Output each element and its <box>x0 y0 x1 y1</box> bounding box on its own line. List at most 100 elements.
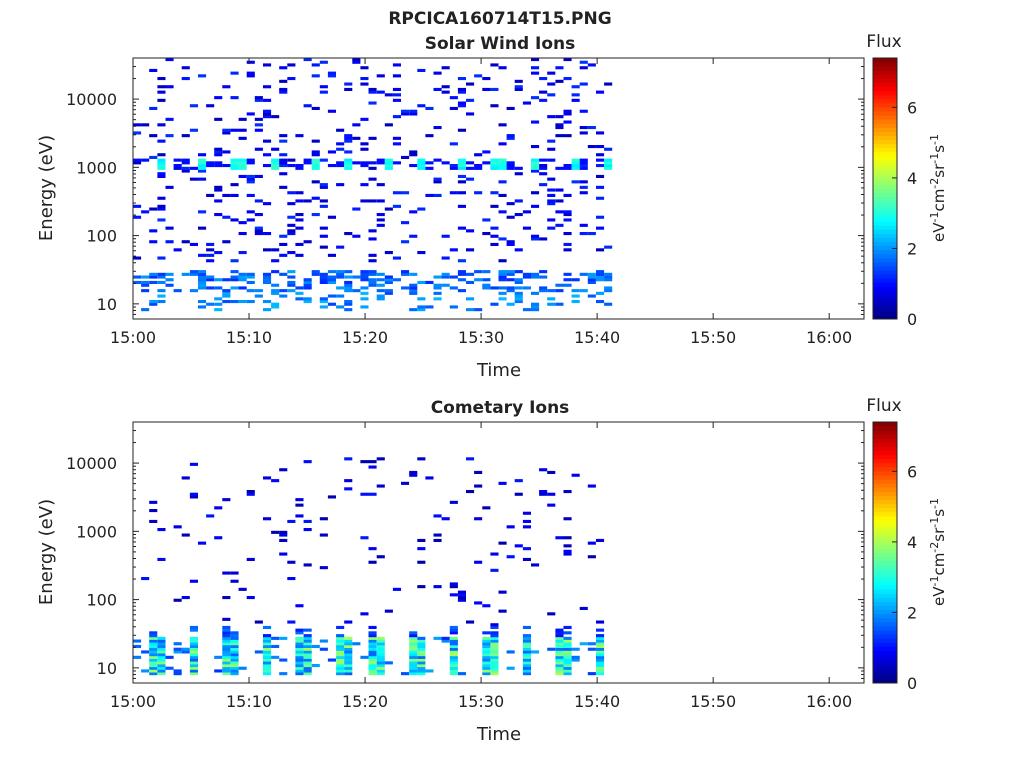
y-tick-label: 1000 <box>76 158 117 177</box>
spectrogram-cell <box>336 666 345 670</box>
spectrogram-cell <box>376 90 385 94</box>
spectrogram-cell <box>263 639 272 643</box>
colorbar-title: Flux <box>866 396 901 416</box>
spectrogram-cell <box>401 672 410 676</box>
spectrogram-cell <box>319 647 328 651</box>
spectrogram-cell <box>498 291 507 295</box>
spectrogram-cell <box>214 150 223 154</box>
colorbar-segment <box>873 556 897 562</box>
colorbar-segment <box>873 94 897 100</box>
spectrogram-cell <box>263 666 272 670</box>
spectrogram-cell <box>531 191 540 195</box>
spectrogram-cell <box>263 85 272 89</box>
spectrogram-cell <box>230 658 239 662</box>
spectrogram-cell <box>360 655 369 659</box>
spectrogram-cell <box>563 218 572 222</box>
colorbar-segment <box>873 86 897 92</box>
spectrogram-cell <box>360 460 369 464</box>
spectrogram-cell <box>417 653 426 657</box>
spectrogram-cell <box>279 87 288 91</box>
spectrogram-cell <box>157 204 166 208</box>
spectrogram-cell <box>376 297 385 301</box>
spectrogram-cell <box>295 166 304 170</box>
spectrogram-cell <box>571 294 580 298</box>
spectrogram-cells <box>133 58 613 312</box>
spectrogram-cell <box>425 280 434 284</box>
spectrogram-cell <box>409 153 418 157</box>
colorbar-segment <box>873 617 897 623</box>
spectrogram-cell <box>466 308 475 312</box>
spectrogram-cell <box>571 180 580 184</box>
spectrogram-cell <box>230 672 239 676</box>
spectrogram-cell <box>206 164 215 168</box>
spectrogram-cell <box>319 185 328 189</box>
spectrogram-cell <box>490 568 499 572</box>
spectrogram-cell <box>539 286 548 290</box>
spectrogram-cell <box>531 650 540 654</box>
colorbar-segment <box>873 151 897 157</box>
spectrogram-cell <box>149 68 158 72</box>
spectrogram-cell <box>295 669 304 673</box>
spectrogram-cell <box>254 289 263 293</box>
spectrogram-cell <box>417 297 426 301</box>
spectrogram-cell <box>417 164 426 168</box>
spectrogram-cell <box>368 229 377 233</box>
spectrogram-cell <box>441 161 450 165</box>
spectrogram-cell <box>254 650 263 654</box>
colorbar-segment <box>873 188 897 194</box>
spectrogram-cell <box>409 631 418 635</box>
spectrogram-cell <box>482 661 491 665</box>
x-tick-label: 15:10 <box>226 328 272 347</box>
colorbar-segment <box>873 270 897 275</box>
spectrogram-cell <box>555 536 564 540</box>
spectrogram-cell <box>238 666 247 670</box>
spectrogram-cell <box>498 297 507 301</box>
spectrogram-cell <box>352 136 361 140</box>
spectrogram-cell <box>368 253 377 257</box>
spectrogram-cell <box>303 199 312 203</box>
spectrogram-cell <box>295 503 304 507</box>
spectrogram-cell <box>555 283 564 287</box>
spectrogram-cell <box>392 256 401 260</box>
spectrogram-cell <box>522 661 531 665</box>
spectrogram-cell <box>352 642 361 646</box>
spectrogram-cell <box>384 93 393 97</box>
spectrogram-cell <box>417 642 426 646</box>
spectrogram-cell <box>563 213 572 217</box>
spectrogram-cell <box>263 655 272 659</box>
spectrogram-cell <box>368 631 377 635</box>
spectrogram-cell <box>604 278 613 282</box>
spectrogram-cell <box>604 275 613 279</box>
spectrogram-cell <box>214 213 223 217</box>
spectrogram-cell <box>279 672 288 676</box>
spectrogram-cell <box>165 85 174 89</box>
spectrogram-cell <box>360 286 369 290</box>
spectrogram-cell <box>246 272 255 276</box>
spectrogram-cell <box>230 579 239 583</box>
spectrogram-cell <box>563 517 572 521</box>
spectrogram-cell <box>376 647 385 651</box>
colorbar-segment <box>873 523 897 529</box>
spectrogram-cell <box>336 672 345 676</box>
spectrogram-cell <box>149 672 158 676</box>
colorbar-segment <box>873 245 897 251</box>
spectrogram-cell <box>214 199 223 203</box>
spectrogram-cell <box>368 625 377 629</box>
spectrogram-cell <box>409 650 418 654</box>
spectrogram-cell <box>425 166 434 170</box>
spectrogram-cell <box>336 664 345 668</box>
spectrogram-cell <box>522 642 531 646</box>
spectrogram-cell <box>263 669 272 673</box>
spectrogram-cell <box>579 232 588 236</box>
spectrogram-cell <box>181 240 190 244</box>
spectrogram-cell <box>279 134 288 138</box>
spectrogram-cell <box>344 639 353 643</box>
spectrogram-cell <box>563 109 572 113</box>
spectrogram-cell <box>336 164 345 168</box>
spectrogram-cell <box>230 650 239 654</box>
spectrogram-cell <box>149 106 158 110</box>
spectrogram-cell <box>344 479 353 483</box>
colorbar-tick-label: 4 <box>907 169 917 188</box>
spectrogram-cell <box>181 158 190 162</box>
spectrogram-cell <box>198 166 207 170</box>
